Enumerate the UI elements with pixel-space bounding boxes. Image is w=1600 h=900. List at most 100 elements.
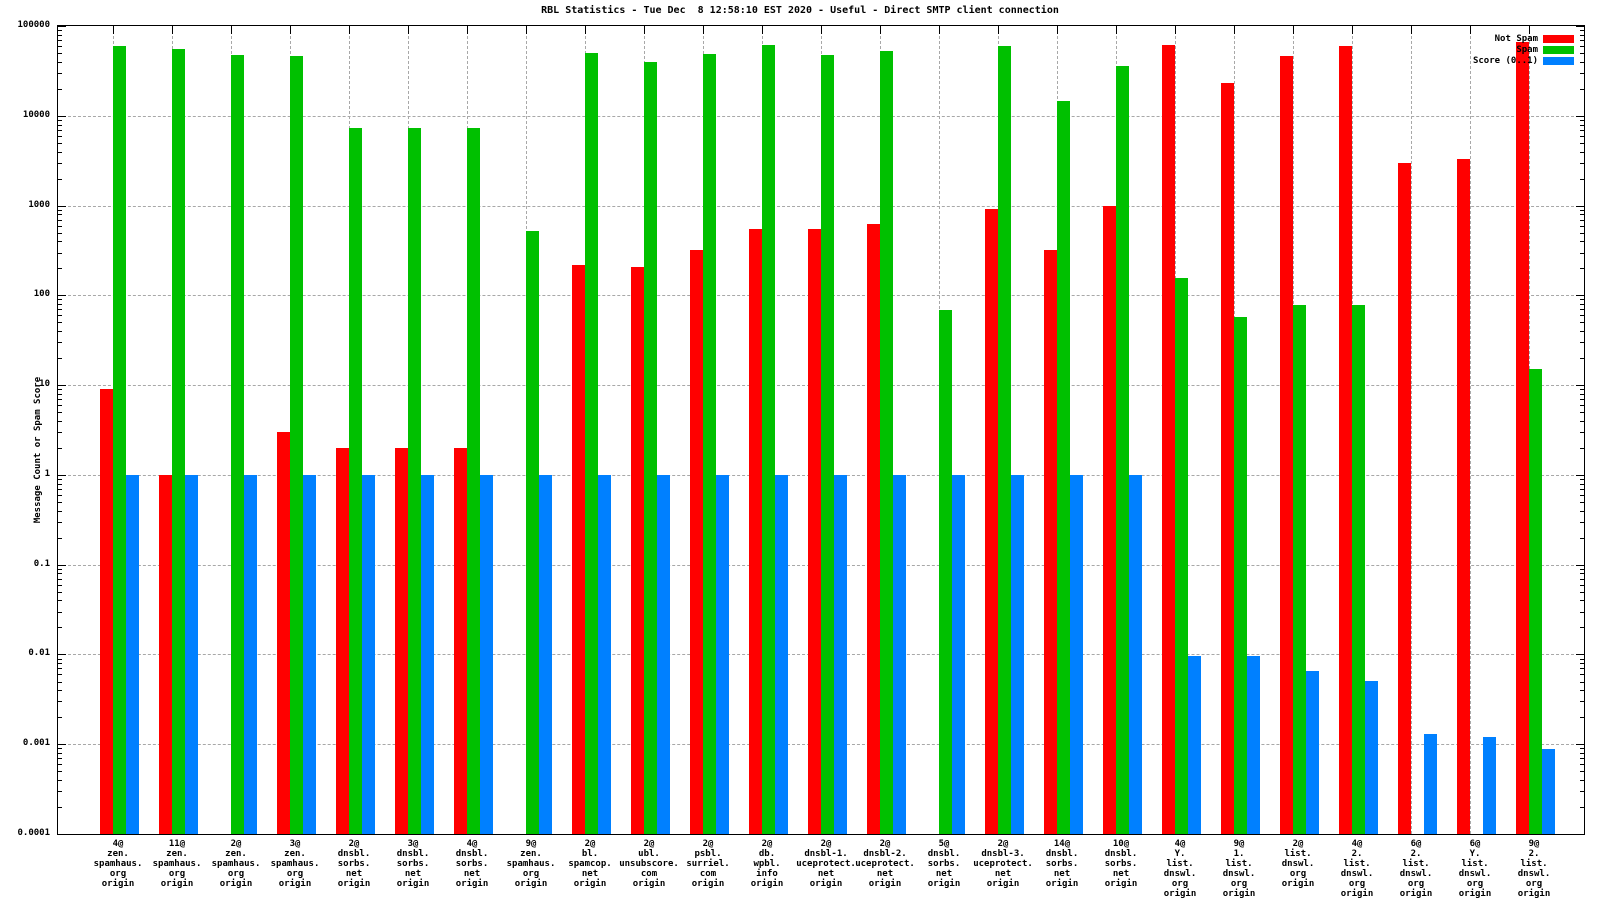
x-tick-label: 3@ dnsbl. sorbs. net origin bbox=[396, 839, 430, 889]
top-tick bbox=[821, 26, 822, 34]
y-tick-right bbox=[1580, 225, 1584, 227]
y-tick-left bbox=[58, 268, 62, 270]
y-tick-right bbox=[1580, 315, 1584, 317]
y-tick-label: 1 bbox=[44, 468, 50, 479]
top-tick bbox=[1352, 26, 1353, 34]
top-tick bbox=[1234, 26, 1235, 34]
y-tick-right bbox=[1580, 309, 1584, 311]
y-tick-right bbox=[1580, 584, 1584, 586]
x-tick-label: 4@ dnsbl. sorbs. net origin bbox=[455, 839, 489, 889]
y-tick-left bbox=[58, 568, 62, 570]
bar-spam bbox=[231, 55, 244, 834]
y-tick-left bbox=[58, 135, 62, 137]
y-tick-label: 100000 bbox=[17, 20, 50, 30]
bar-spam bbox=[172, 49, 185, 834]
y-tick-right bbox=[1580, 252, 1584, 254]
y-tick-right bbox=[1580, 214, 1584, 216]
bar-score-0-1 bbox=[303, 474, 316, 834]
bar-spam bbox=[998, 45, 1011, 834]
x-tick-label: 2@ db. wpbl. info origin bbox=[750, 839, 784, 889]
y-tick-left bbox=[58, 479, 62, 480]
top-tick bbox=[467, 26, 468, 34]
y-tick-left bbox=[58, 611, 62, 613]
bar-score-0-1 bbox=[185, 474, 198, 834]
bar-spam bbox=[821, 55, 834, 834]
bar-spam bbox=[1116, 65, 1129, 834]
y-tick-left bbox=[58, 584, 62, 586]
x-tick-label: 11@ zen. spamhaus. org origin bbox=[152, 839, 202, 889]
y-tick-left bbox=[58, 45, 62, 47]
y-tick-label: 1000 bbox=[28, 199, 50, 210]
y-tick-right bbox=[1580, 124, 1584, 126]
bar-score-0-1 bbox=[1542, 749, 1555, 834]
bar-not-spam bbox=[1516, 41, 1529, 834]
y-tick-right bbox=[1580, 399, 1584, 400]
top-tick bbox=[1529, 26, 1530, 34]
bar-spam bbox=[349, 127, 362, 834]
top-tick bbox=[939, 26, 940, 34]
legend-label: Score (0..1) bbox=[1472, 56, 1538, 66]
y-tick-left bbox=[58, 681, 62, 683]
x-tick-label: 2@ dnsbl. sorbs. net origin bbox=[337, 839, 371, 889]
y-tick-right bbox=[1580, 268, 1584, 270]
y-tick-left bbox=[58, 405, 62, 406]
legend-entry: Not Spam bbox=[1320, 34, 1580, 44]
bar-score-0-1 bbox=[893, 474, 906, 834]
y-tick-left bbox=[58, 214, 62, 216]
y-tick-label: 100 bbox=[33, 289, 50, 300]
bar-spam bbox=[585, 53, 598, 834]
bar-not-spam bbox=[1339, 45, 1352, 834]
bar-score-0-1 bbox=[716, 474, 729, 834]
y-tick-left bbox=[58, 654, 66, 656]
top-tick bbox=[1411, 26, 1412, 34]
y-tick-right bbox=[1576, 564, 1584, 566]
bar-not-spam bbox=[454, 447, 467, 834]
y-tick-left bbox=[58, 30, 62, 32]
bar-score-0-1 bbox=[657, 474, 670, 834]
y-tick-left bbox=[58, 34, 62, 36]
y-tick-right bbox=[1580, 232, 1584, 234]
bar-not-spam bbox=[1457, 159, 1470, 834]
y-tick-right bbox=[1580, 241, 1584, 243]
bar-score-0-1 bbox=[1483, 737, 1496, 834]
top-tick bbox=[998, 26, 999, 34]
y-tick-left bbox=[58, 537, 62, 539]
y-tick-left bbox=[58, 447, 62, 449]
y-tick-left bbox=[58, 791, 62, 793]
y-tick-right bbox=[1580, 807, 1584, 808]
y-tick-left bbox=[58, 322, 62, 324]
y-tick-right bbox=[1580, 45, 1584, 47]
top-tick bbox=[1116, 26, 1117, 34]
y-tick-left bbox=[58, 151, 62, 153]
x-tick-label: 2@ zen. spamhaus. org origin bbox=[211, 839, 261, 889]
chart-title: RBL Statistics - Tue Dec 8 12:58:10 EST … bbox=[541, 5, 1059, 16]
y-tick-right bbox=[1580, 129, 1584, 131]
y-tick-right bbox=[1580, 178, 1584, 180]
y-tick-right bbox=[1580, 752, 1584, 754]
x-tick-label: 2@ bl. spamcop. net origin bbox=[568, 839, 612, 889]
y-tick-right bbox=[1580, 494, 1584, 496]
top-tick bbox=[1470, 26, 1471, 34]
y-tick-right bbox=[1580, 72, 1584, 74]
bar-spam bbox=[1234, 317, 1247, 834]
y-tick-left bbox=[58, 701, 62, 703]
y-tick-right bbox=[1576, 205, 1584, 207]
y-tick-left bbox=[58, 771, 62, 773]
legend-swatch-spam bbox=[1543, 46, 1574, 54]
y-tick-left bbox=[58, 690, 62, 692]
y-tick-left bbox=[58, 385, 66, 387]
top-tick bbox=[880, 26, 881, 34]
y-tick-left bbox=[58, 225, 62, 227]
bar-score-0-1 bbox=[1424, 734, 1437, 834]
y-tick-right bbox=[1580, 748, 1584, 750]
top-tick bbox=[585, 26, 586, 34]
y-tick-right bbox=[1580, 299, 1584, 301]
y-tick-label: 0.1 bbox=[33, 558, 50, 569]
bar-not-spam bbox=[690, 250, 703, 834]
y-tick-right bbox=[1580, 209, 1584, 211]
y-tick-left bbox=[58, 627, 62, 629]
y-tick-right bbox=[1580, 39, 1584, 41]
y-tick-left bbox=[58, 61, 62, 63]
y-tick-left bbox=[58, 432, 62, 434]
bar-score-0-1 bbox=[480, 474, 493, 834]
